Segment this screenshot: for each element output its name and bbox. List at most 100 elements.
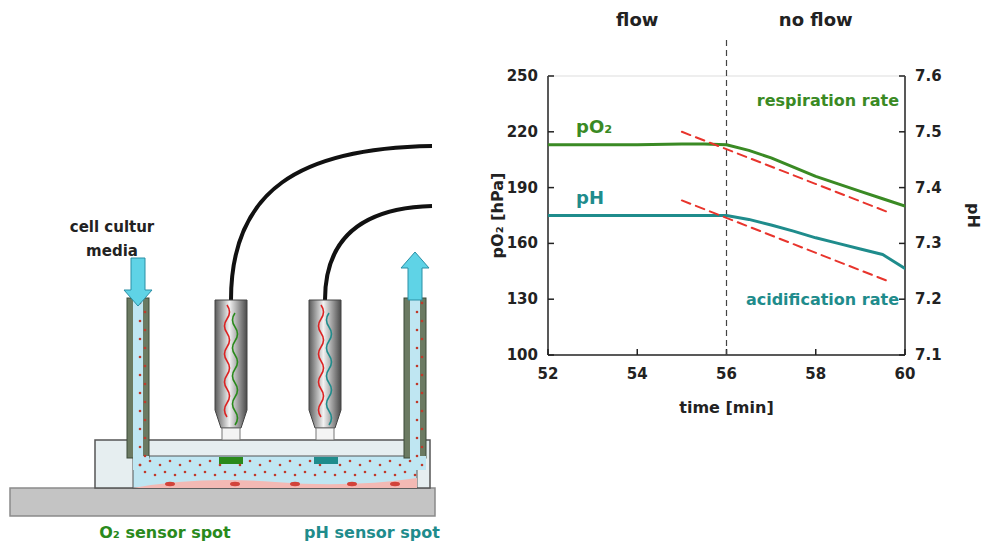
probe-tip xyxy=(316,428,334,440)
particle xyxy=(339,464,342,467)
x-tick xyxy=(547,349,549,355)
particle xyxy=(144,347,147,350)
particle xyxy=(416,347,419,350)
tangent-line xyxy=(682,132,887,212)
plot-area xyxy=(548,132,905,281)
particle xyxy=(304,471,307,474)
particle xyxy=(139,428,142,431)
emission-light xyxy=(233,313,238,425)
particle xyxy=(234,474,237,477)
cell xyxy=(230,482,240,486)
particle xyxy=(349,460,352,463)
particle xyxy=(416,401,419,404)
rate-label: acidification rate xyxy=(746,290,899,309)
emission-light xyxy=(327,313,332,425)
region-label: no flow xyxy=(779,9,853,30)
particle xyxy=(421,446,424,449)
region-boundary xyxy=(726,40,727,355)
excitation-light xyxy=(319,305,324,417)
medium-cavity xyxy=(133,456,417,488)
particle xyxy=(239,464,242,467)
y-tick-label: 250 xyxy=(507,67,538,85)
chart: 52545658601001301601902202507.17.27.37.4… xyxy=(488,9,983,417)
y-tick-label: 100 xyxy=(507,346,538,364)
y-tick xyxy=(548,75,554,77)
particle xyxy=(284,471,287,474)
y-tick xyxy=(548,354,554,356)
particle xyxy=(144,365,147,368)
particle xyxy=(416,437,419,440)
particle xyxy=(364,471,367,474)
particle xyxy=(421,338,424,341)
particle xyxy=(399,464,402,467)
particle xyxy=(294,474,297,477)
probe-tip xyxy=(222,428,240,440)
sensor-spot-label: O₂ sensor spot xyxy=(99,523,231,542)
particle xyxy=(144,455,147,458)
particle xyxy=(144,419,147,422)
tube-channel xyxy=(410,298,420,468)
particle xyxy=(299,464,302,467)
particle xyxy=(334,474,337,477)
region-label: flow xyxy=(616,9,658,30)
particle xyxy=(344,471,347,474)
cable xyxy=(231,146,432,300)
x-axis-title: time [min] xyxy=(679,398,773,417)
particle xyxy=(354,474,357,477)
series-label: pO₂ xyxy=(576,116,612,137)
particle xyxy=(416,329,419,332)
particle xyxy=(416,365,419,368)
base-plate xyxy=(10,488,435,516)
y-tick-label: 190 xyxy=(507,179,538,197)
particle xyxy=(379,464,382,467)
particle xyxy=(264,471,267,474)
particle xyxy=(259,464,262,467)
cell xyxy=(165,482,175,486)
particle xyxy=(414,474,417,477)
inflow-arrow xyxy=(124,258,152,306)
sensor-spot xyxy=(314,457,338,464)
particle xyxy=(319,464,322,467)
particle xyxy=(249,460,252,463)
particle xyxy=(139,392,142,395)
y2-tick-label: 7.5 xyxy=(915,123,942,141)
particle xyxy=(144,437,147,440)
x-tick-label: 58 xyxy=(805,365,826,383)
excitation-light xyxy=(225,305,230,417)
particle xyxy=(209,460,212,463)
cell xyxy=(347,482,357,486)
particle xyxy=(204,471,207,474)
particle xyxy=(389,460,392,463)
particle xyxy=(409,460,412,463)
tube-channel xyxy=(133,298,143,468)
y2-tick xyxy=(899,243,905,245)
particle xyxy=(154,474,157,477)
particle xyxy=(369,460,372,463)
particle xyxy=(384,471,387,474)
cell xyxy=(290,482,300,486)
y2-tick xyxy=(899,354,905,356)
series-label: pH xyxy=(576,187,604,208)
particle xyxy=(139,464,142,467)
cable xyxy=(325,206,432,300)
particle xyxy=(179,464,182,467)
particle xyxy=(309,460,312,463)
outlet-join xyxy=(410,456,426,470)
particle xyxy=(144,329,147,332)
particle xyxy=(144,311,147,314)
particle xyxy=(421,356,424,359)
particle xyxy=(416,419,419,422)
particle xyxy=(224,471,227,474)
y2-tick-label: 7.3 xyxy=(915,234,942,252)
particle xyxy=(279,464,282,467)
probe xyxy=(215,300,247,428)
y2-tick-label: 7.2 xyxy=(915,290,942,308)
page: cell culturmediaO₂ sensor spotpH sensor … xyxy=(0,0,990,553)
particle xyxy=(404,471,407,474)
y2-tick xyxy=(899,298,905,300)
particle xyxy=(359,464,362,467)
y-tick-label: 130 xyxy=(507,290,538,308)
particle xyxy=(269,460,272,463)
particle xyxy=(169,460,172,463)
particle xyxy=(144,383,147,386)
